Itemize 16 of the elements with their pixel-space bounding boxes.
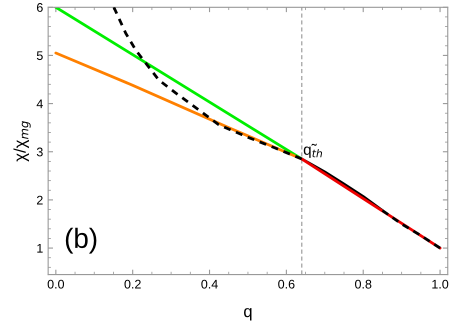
x-tick-label: 0.0	[48, 280, 64, 289]
y-tick-label: 2	[36, 196, 43, 204]
x-tick-label: 1.0	[432, 280, 448, 289]
x-tick-label: 0.4	[201, 280, 218, 289]
x-tick-label: 0.8	[355, 280, 372, 289]
x-axis-title: q	[244, 308, 252, 320]
annotation: (b)	[66, 228, 96, 254]
y-tick-label: 3	[36, 148, 43, 156]
y-tick-label: 1	[37, 244, 43, 253]
annotation: q̃$_{th}$	[304, 144, 322, 158]
x-tick-label: 0.6	[278, 280, 295, 289]
y-tick-label: 5	[36, 51, 43, 60]
y-axis-title: χ/χ$_{mg}$	[13, 121, 31, 162]
y-tick-label: 6	[36, 3, 43, 12]
y-tick-label: 4	[36, 100, 43, 108]
x-tick-label: 0.2	[124, 280, 141, 289]
